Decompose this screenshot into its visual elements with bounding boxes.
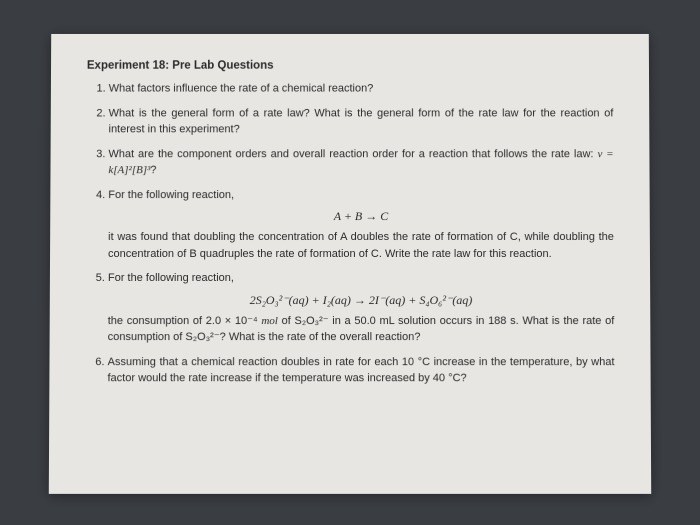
question-item: What factors influence the rate of a che… [109,80,614,96]
question-item: Assuming that a chemical reaction double… [107,353,614,386]
question-text: Assuming that a chemical reaction double… [107,355,614,384]
document-page: Experiment 18: Pre Lab Questions What fa… [49,33,651,493]
page-title: Experiment 18: Pre Lab Questions [87,57,613,74]
question-item: For the following reaction, A + B → C it… [108,186,614,261]
question-text: the consumption of 2.0 × 10⁻⁴ mol of S₂O… [108,312,615,345]
equation-block: 2S₂O₃²⁻(aq) + I₂(aq) → 2I⁻(aq) + S₄O₆²⁻(… [108,290,614,308]
question-list: What factors influence the rate of a che… [85,80,614,386]
question-text: What factors influence the rate of a che… [109,82,374,94]
question-text: What are the component orders and overal… [108,148,597,160]
question-item: What are the component orders and overal… [108,146,613,179]
equation-block: A + B → C [108,207,614,225]
question-text: For the following reaction, [108,272,234,284]
question-item: For the following reaction, 2S₂O₃²⁻(aq) … [108,270,615,346]
question-text: For the following reaction, [108,188,234,200]
question-text: ? [150,164,156,176]
question-text: it was found that doubling the concentra… [108,229,614,262]
question-item: What is the general form of a rate law? … [109,105,614,138]
question-text: What is the general form of a rate law? … [109,107,614,135]
